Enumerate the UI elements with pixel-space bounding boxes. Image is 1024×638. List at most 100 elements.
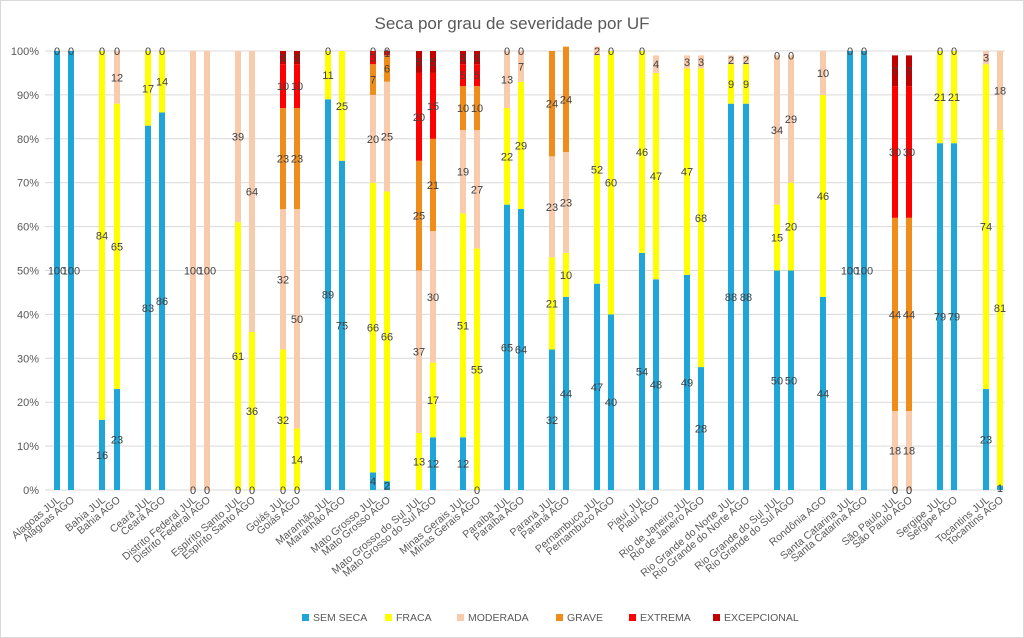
data-label: 27 <box>471 184 483 196</box>
bar-segment <box>563 296 569 490</box>
data-label: 44 <box>903 309 915 321</box>
data-label: 79 <box>948 312 960 324</box>
data-label: 1 <box>384 48 390 60</box>
legend: SEM SECA FRACA MODERADA GRAVE EXTREMA EXCEPCI… <box>302 612 799 624</box>
data-label: 52 <box>591 165 603 177</box>
data-label: 25 <box>381 132 393 144</box>
bar-segment <box>518 81 524 210</box>
data-label: 64 <box>515 345 527 357</box>
bar-segment <box>384 481 390 490</box>
data-label: 50 <box>771 375 783 387</box>
bar-segment <box>474 130 480 249</box>
legend-label: EXTREMA <box>640 612 691 624</box>
data-label: 23 <box>291 154 303 166</box>
legend-item: FRACA <box>385 612 432 624</box>
data-label: 44 <box>560 388 572 400</box>
data-label: 0 <box>892 485 898 497</box>
bar-segment <box>983 389 989 490</box>
legend-label: GRAVE <box>567 612 603 624</box>
data-label: 0 <box>294 485 300 497</box>
bar-segment <box>983 51 989 65</box>
data-label: 89 <box>322 290 334 302</box>
bar-segment <box>653 279 659 490</box>
bar-segment <box>549 51 555 157</box>
data-label: 29 <box>515 140 527 152</box>
y-tick-label: 100% <box>11 46 39 58</box>
data-label: 28 <box>695 424 707 436</box>
data-label: 18 <box>903 445 915 457</box>
y-axis: 0% 10% 20% 30% 40% 50% 60% 70% 80% 90% 100% <box>11 46 39 497</box>
y-tick-label: 60% <box>17 222 39 234</box>
data-label: 0 <box>68 46 74 58</box>
y-tick-label: 40% <box>17 309 39 321</box>
data-label: 0 <box>280 485 286 497</box>
bar-segment <box>339 51 345 161</box>
data-label: 10 <box>560 270 572 282</box>
bar-segment <box>370 182 376 473</box>
data-label: 23 <box>980 435 992 447</box>
data-label: 0 <box>847 46 853 58</box>
data-label: 23 <box>546 202 558 214</box>
data-label: 55 <box>471 364 483 376</box>
data-label: 5 <box>460 70 466 82</box>
bar-segment <box>460 86 466 131</box>
data-label: 24 <box>546 99 558 111</box>
y-tick-label: 10% <box>17 441 39 453</box>
data-label: 0 <box>190 485 196 497</box>
data-label: 46 <box>636 147 648 159</box>
data-label: 3 <box>460 53 466 65</box>
bar-segment <box>563 151 569 253</box>
data-label: 18 <box>994 86 1006 98</box>
legend-item: EXCEPCIONAL <box>713 612 799 624</box>
bar-segment <box>416 432 422 490</box>
bar-segment <box>951 143 957 490</box>
data-label: 12 <box>427 459 439 471</box>
bar-segment <box>280 64 286 109</box>
data-label: 83 <box>142 303 154 315</box>
data-label: 65 <box>111 241 123 253</box>
data-label: 0 <box>159 46 165 58</box>
data-label: 84 <box>96 230 108 242</box>
data-label: 20 <box>785 222 797 234</box>
bar-segment <box>951 51 957 144</box>
data-label: 61 <box>232 351 244 363</box>
bar-segment <box>430 138 436 231</box>
legend-swatch <box>713 614 720 621</box>
legend-item: SEM SECA <box>302 612 367 624</box>
bar-segment <box>416 270 422 433</box>
data-label: 21 <box>546 298 558 310</box>
bar-segment <box>280 108 286 210</box>
data-label: 30 <box>903 147 915 159</box>
data-label: 15 <box>771 233 783 245</box>
data-label: 0 <box>325 46 331 58</box>
bar-segment <box>416 51 422 73</box>
data-label: 10 <box>277 81 289 93</box>
bar-segment <box>518 209 524 491</box>
data-label: 19 <box>457 167 469 179</box>
bar-segment <box>280 349 286 490</box>
bar-segment <box>190 51 196 490</box>
legend-item: GRAVE <box>556 612 603 624</box>
data-label: 0 <box>474 485 480 497</box>
data-label: 21 <box>427 180 439 192</box>
bar-segment <box>339 160 345 490</box>
bar-segment <box>906 86 912 218</box>
data-label: 9 <box>728 79 734 91</box>
bar-segment <box>788 270 794 490</box>
bar-segment <box>997 130 1003 486</box>
bar-segment <box>684 68 690 275</box>
y-tick-label: 20% <box>17 397 39 409</box>
data-label: 32 <box>546 415 558 427</box>
data-label: 6 <box>384 64 390 76</box>
data-label: 100 <box>855 266 873 278</box>
bar-segment <box>430 72 436 139</box>
bar-segment <box>892 55 898 87</box>
data-labels: 1000100016840236512083170861400100010006… <box>48 46 1006 497</box>
data-label: 12 <box>111 72 123 84</box>
data-label: 0 <box>906 485 912 497</box>
bar-segment <box>983 64 989 390</box>
data-label: 66 <box>381 331 393 343</box>
data-label: 0 <box>861 46 867 58</box>
bar-segment <box>54 51 60 490</box>
bar-segment <box>416 160 422 271</box>
